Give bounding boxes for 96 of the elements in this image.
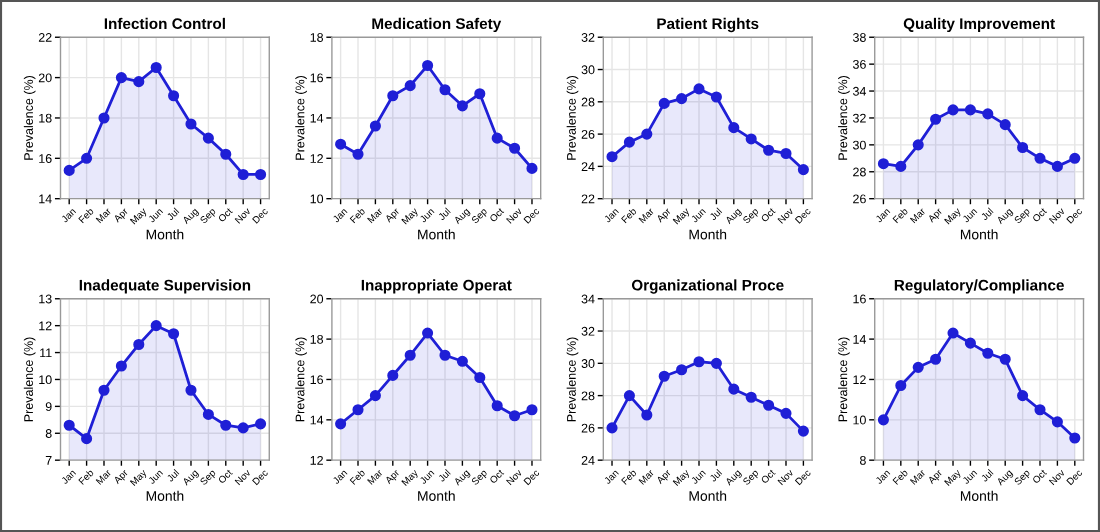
point <box>133 76 145 88</box>
point <box>1017 390 1029 402</box>
point <box>1051 416 1063 428</box>
point <box>912 361 924 373</box>
point <box>335 138 347 150</box>
point <box>335 418 347 430</box>
point <box>606 422 618 434</box>
point <box>255 418 267 430</box>
point <box>964 104 976 116</box>
point <box>491 132 503 144</box>
point <box>1069 152 1081 164</box>
point <box>422 327 434 339</box>
point <box>895 379 907 392</box>
point <box>509 410 521 422</box>
point <box>185 118 197 130</box>
point <box>623 390 635 402</box>
point <box>491 400 503 412</box>
point <box>763 399 775 411</box>
point <box>474 371 486 383</box>
point <box>81 152 93 164</box>
point <box>456 355 468 367</box>
point <box>168 90 180 102</box>
point <box>63 164 75 176</box>
point <box>115 360 127 372</box>
point <box>220 419 232 431</box>
point <box>352 404 364 416</box>
point <box>964 337 976 349</box>
point <box>658 97 670 109</box>
point <box>606 151 618 163</box>
point <box>641 128 653 140</box>
point <box>1069 432 1081 444</box>
point <box>999 119 1011 131</box>
point <box>947 327 959 339</box>
point <box>1051 160 1063 172</box>
point <box>641 409 653 421</box>
point <box>797 425 809 437</box>
point <box>81 433 93 445</box>
point <box>780 407 792 419</box>
point <box>115 72 127 84</box>
point <box>404 349 416 361</box>
point <box>982 108 994 120</box>
point <box>369 120 381 132</box>
point <box>999 353 1011 365</box>
point <box>387 369 399 381</box>
point <box>237 168 249 181</box>
point <box>710 357 722 369</box>
point <box>168 328 180 340</box>
point <box>150 61 162 74</box>
point <box>797 164 809 176</box>
point <box>930 353 942 365</box>
point <box>202 408 214 420</box>
point <box>745 133 757 145</box>
point <box>352 148 364 160</box>
point <box>422 59 434 72</box>
point <box>763 144 775 156</box>
point <box>202 132 214 144</box>
point <box>63 419 75 431</box>
point <box>930 113 942 125</box>
point <box>780 147 792 160</box>
point <box>693 83 705 95</box>
point <box>439 349 451 361</box>
point <box>623 136 635 148</box>
point <box>509 142 521 154</box>
point <box>912 139 924 151</box>
point <box>369 390 381 402</box>
point <box>877 158 889 170</box>
point <box>947 104 959 116</box>
point <box>255 168 267 181</box>
point <box>877 414 889 426</box>
point <box>526 162 538 174</box>
point <box>1034 152 1046 164</box>
point <box>658 370 670 382</box>
point <box>474 88 486 100</box>
point <box>387 90 399 102</box>
point <box>728 122 740 134</box>
point <box>150 320 162 332</box>
point <box>728 383 740 395</box>
point <box>1034 404 1046 416</box>
point <box>456 100 468 112</box>
point <box>693 356 705 368</box>
point <box>220 148 232 160</box>
point <box>710 91 722 103</box>
point <box>982 347 994 359</box>
point <box>895 160 907 172</box>
point <box>439 84 451 96</box>
point <box>676 364 688 376</box>
point <box>676 93 688 105</box>
point <box>745 391 757 403</box>
point <box>98 112 110 124</box>
point <box>404 80 416 92</box>
point <box>526 404 538 416</box>
point <box>1017 141 1029 154</box>
point <box>98 384 110 396</box>
point <box>185 384 197 396</box>
point <box>237 422 249 434</box>
point <box>133 338 145 351</box>
